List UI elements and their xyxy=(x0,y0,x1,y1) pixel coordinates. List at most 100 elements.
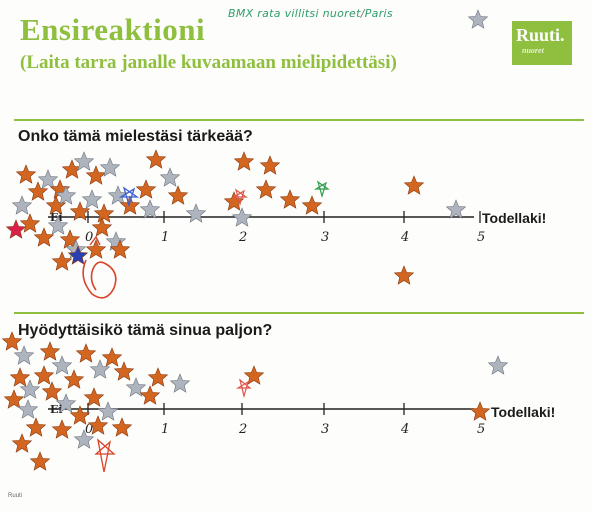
star-sticker xyxy=(81,189,103,209)
star-sticker xyxy=(403,175,425,195)
star-sticker xyxy=(135,179,157,199)
star-sticker xyxy=(47,215,69,235)
poster-subtitle: (Laita tarra janalle kuvaamaan mielipide… xyxy=(20,52,397,73)
logo-subtext: nuoret xyxy=(522,46,544,55)
star-sticker xyxy=(87,415,109,435)
star-sticker xyxy=(85,239,107,259)
star-sticker xyxy=(51,251,73,271)
star-sticker xyxy=(55,185,77,205)
star-sticker xyxy=(51,355,73,375)
question-2-text: Hyödyttäisikö tämä sinua paljon? xyxy=(18,322,273,339)
star-sticker xyxy=(33,365,55,385)
star-sticker xyxy=(109,239,131,259)
scale-2-tick-label: 1 xyxy=(161,422,169,437)
star-sticker xyxy=(11,433,33,453)
section-divider-2 xyxy=(14,312,584,314)
star-sticker xyxy=(233,151,255,171)
star-sticker xyxy=(159,167,181,187)
star-sticker xyxy=(97,401,119,421)
scale-1-tick-label: 5 xyxy=(477,230,485,245)
star-sticker xyxy=(29,451,51,471)
scale-2-tick-label: 2 xyxy=(238,422,247,437)
star-sticker xyxy=(75,343,97,363)
brand-logo: Ruuti. nuoret xyxy=(512,21,572,65)
star-sticker xyxy=(19,379,41,399)
star-sticker xyxy=(25,417,47,437)
star-sticker xyxy=(37,169,59,189)
scale-2-tick-label: 0 xyxy=(85,422,93,437)
scale-2-end-label: Todellaki! xyxy=(491,404,556,420)
star-sticker xyxy=(13,345,35,365)
star-sticker xyxy=(51,419,73,439)
star-sticker xyxy=(255,179,277,199)
star-sticker xyxy=(33,227,55,247)
star-sticker xyxy=(469,401,491,421)
star-sticker xyxy=(169,373,191,393)
scale-2-tick-label: 3 xyxy=(321,422,329,437)
handwritten-note-text-2: Paris xyxy=(364,7,393,20)
sticker-layer xyxy=(1,9,509,471)
logo-text: Ruuti. xyxy=(516,25,565,45)
star-sticker xyxy=(301,195,323,215)
star-sticker xyxy=(93,203,115,223)
star-sticker xyxy=(145,149,167,169)
star-sticker xyxy=(69,201,91,221)
star-sticker xyxy=(69,405,91,425)
footer-mark: Ruuti xyxy=(8,493,23,499)
star-sticker xyxy=(125,377,147,397)
drawn-doodle-red xyxy=(82,259,117,299)
star-sticker xyxy=(83,387,105,407)
scale-2: 0 1 2 3 4 5 Ei xyxy=(48,403,485,437)
star-sticker xyxy=(487,355,509,375)
scale-1-tick-label: 1 xyxy=(161,230,169,245)
drawn-star-pink xyxy=(235,378,252,399)
star-sticker xyxy=(73,151,95,171)
star-sticker xyxy=(101,347,123,367)
star-sticker xyxy=(17,399,39,419)
scale-1-tick-label: 0 xyxy=(85,230,93,245)
drawn-star-pink-2 xyxy=(231,188,248,207)
star-sticker xyxy=(11,195,33,215)
scale-2-tick-label: 5 xyxy=(477,422,485,437)
handwritten-note: BMX rata villitsi nuoret/Paris xyxy=(228,7,393,20)
star-sticker xyxy=(139,199,161,219)
star-sticker xyxy=(139,385,161,405)
star-sticker xyxy=(9,367,31,387)
star-sticker xyxy=(15,164,37,184)
drawn-star-blue xyxy=(118,186,140,208)
star-sticker xyxy=(91,217,113,237)
star-sticker xyxy=(231,207,253,227)
star-sticker xyxy=(3,389,25,409)
star-sticker xyxy=(113,361,135,381)
scale-1-end-label: Todellaki! xyxy=(482,210,547,226)
drawn-doodle-red-2 xyxy=(89,235,101,246)
star-sticker xyxy=(19,213,41,233)
star-sticker xyxy=(279,189,301,209)
poster-title: Ensireaktioni xyxy=(20,12,206,47)
star-sticker xyxy=(185,203,207,223)
scale-2-tick-label: 4 xyxy=(400,422,409,437)
scale-1-tick-label: 2 xyxy=(238,230,247,245)
drawn-star-green xyxy=(313,180,330,199)
star-sticker xyxy=(39,341,61,361)
star-sticker xyxy=(67,245,89,265)
star-sticker xyxy=(55,393,77,413)
star-sticker xyxy=(99,157,121,177)
star-sticker xyxy=(27,181,49,201)
scale-2-start-label: Ei xyxy=(50,403,63,416)
star-sticker xyxy=(467,9,489,29)
star-sticker xyxy=(111,417,133,437)
section-divider-1 xyxy=(14,119,584,121)
star-sticker xyxy=(73,429,95,449)
star-sticker xyxy=(41,381,63,401)
scale-1-tick-label: 3 xyxy=(321,230,329,245)
star-sticker xyxy=(259,155,281,175)
star-sticker xyxy=(119,195,141,215)
star-sticker xyxy=(45,195,67,215)
star-sticker xyxy=(147,367,169,387)
star-sticker xyxy=(1,331,23,351)
handwritten-note-text: BMX rata villitsi nuoret xyxy=(228,7,361,20)
star-sticker xyxy=(89,359,111,379)
star-sticker xyxy=(167,185,189,205)
